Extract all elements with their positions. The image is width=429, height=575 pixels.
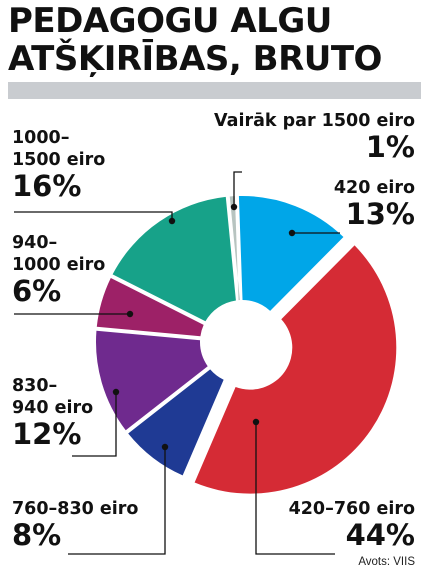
leader-dot-4 xyxy=(112,388,120,396)
label-1000-1500: 1000– 1500 eiro 16% xyxy=(12,127,105,201)
label-940-1000-name-2: 1000 eiro xyxy=(12,255,106,275)
slice-4 xyxy=(96,330,208,431)
label-420-760-pct: 44% xyxy=(345,518,415,552)
label-420-760: 420–760 eiro 44% xyxy=(289,498,415,550)
leader-dot-5 xyxy=(126,310,134,318)
leader-dot-7 xyxy=(230,203,238,211)
leader-line-4 xyxy=(72,392,117,457)
label-420: 420 eiro 13% xyxy=(334,177,415,229)
leader-line-3 xyxy=(68,447,166,555)
chart-title-line-1: PEDAGOGU ALGU xyxy=(8,1,332,41)
leader-dot-2 xyxy=(252,418,260,426)
label-420-pct: 13% xyxy=(345,197,415,231)
label-420-760-name: 420–760 eiro xyxy=(288,499,415,519)
slice-3 xyxy=(128,369,224,476)
leader-dot-1 xyxy=(288,229,296,237)
leader-line-6 xyxy=(14,211,173,221)
label-1000-1500-name-1: 1000– xyxy=(12,128,70,148)
leader-dot-6 xyxy=(168,217,176,225)
title-divider-band xyxy=(8,82,421,99)
label-760-830: 760–830 eiro 8% xyxy=(12,498,138,550)
label-760-830-pct: 8% xyxy=(12,518,62,552)
label-830-940-name-1: 830– xyxy=(12,376,58,396)
label-1000-1500-pct: 16% xyxy=(12,169,82,203)
label-830-940-pct: 12% xyxy=(12,417,82,451)
leader-line-7 xyxy=(233,171,242,207)
source-note: Avots: VIIS xyxy=(358,556,415,568)
label-over-1500: Vairāk par 1500 eiro 1% xyxy=(214,110,415,162)
label-over-1500-pct: 1% xyxy=(365,130,415,164)
chart-title-line-2: ATŠĶIRĪBAS, BRUTO xyxy=(8,39,382,79)
label-420-name-1: 420 xyxy=(333,178,371,198)
label-940-1000-name-1: 940– xyxy=(12,233,58,253)
label-830-940: 830– 940 eiro 12% xyxy=(12,375,93,449)
chart-title: PEDAGOGU ALGU ATŠĶIRĪBAS, BRUTO xyxy=(8,2,382,78)
label-940-1000-pct: 6% xyxy=(12,274,62,308)
slice-5 xyxy=(96,277,204,337)
label-1000-1500-name-2: 1500 eiro xyxy=(12,150,106,170)
leader-dot-3 xyxy=(161,443,169,451)
label-940-1000: 940– 1000 eiro 6% xyxy=(12,232,105,306)
slice-1 xyxy=(238,196,344,311)
slice-6 xyxy=(112,196,236,322)
slice-2 xyxy=(194,245,397,494)
label-830-940-name-2: 940 eiro xyxy=(12,398,94,418)
label-420-name-2: eiro xyxy=(376,178,415,198)
slice-7 xyxy=(229,196,240,301)
leader-line-2 xyxy=(255,422,335,555)
label-760-830-name: 760–830 eiro xyxy=(12,499,139,519)
label-over-1500-name: Vairāk par 1500 eiro xyxy=(214,111,415,131)
